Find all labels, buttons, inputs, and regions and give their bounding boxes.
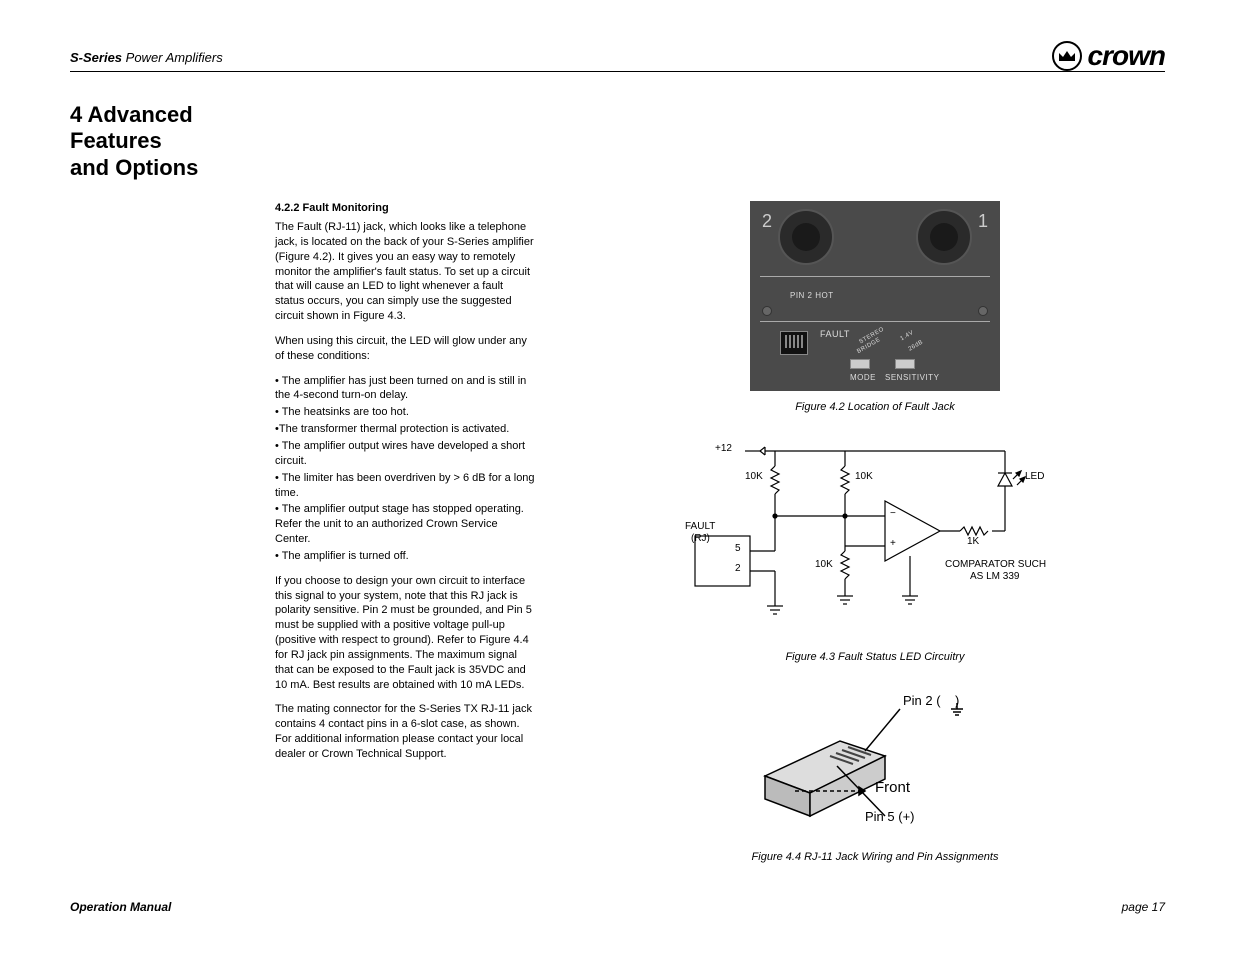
rj-jack-icon: [780, 331, 808, 355]
para-4: The mating connector for the S-Series TX…: [275, 702, 535, 761]
figure-4-2: 2 1 PIN 2 HOT FAULT STEREO BRIDGE 1.4V 2…: [750, 201, 1000, 413]
figure-4-2-caption: Figure 4.2 Location of Fault Jack: [795, 401, 955, 413]
panel-line: [760, 276, 990, 277]
brand-logo: crown: [1052, 40, 1165, 72]
figure-4-3: +12 10K 10K 10K 1K LED FAULT (RJ) 5 2 − …: [685, 431, 1065, 663]
figure-4-4: Pin 2 ( ) Front Pin 5 (+) Figure 4.4 RJ-…: [735, 681, 1015, 863]
circuit-v12-label: +12: [715, 443, 732, 454]
fault-label: FAULT: [820, 329, 850, 339]
circuit-r1k-label: 1K: [967, 536, 979, 547]
dip-switch-sens: [895, 359, 915, 369]
rj11-jack-graphic: Pin 2 ( ) Front Pin 5 (+): [735, 681, 1015, 841]
crown-icon: [1052, 41, 1082, 71]
db26-label: 26dB: [908, 340, 925, 353]
list-item: • The limiter has been overdriven by > 6…: [275, 471, 535, 501]
v14-label: 1.4V: [899, 330, 914, 342]
page-footer: Operation Manual page 17: [70, 900, 1165, 914]
chapter-title-line1: 4 Advanced Features: [70, 102, 270, 155]
para-1: The Fault (RJ-11) jack, which looks like…: [275, 220, 535, 324]
series-name-rest: Power Amplifiers: [122, 50, 223, 65]
knob-ch1: [916, 209, 972, 265]
bullet-list: • The amplifier has just been turned on …: [275, 374, 535, 564]
brand-text: crown: [1088, 40, 1165, 72]
circuit-pin2-label: 2: [735, 563, 741, 574]
sensitivity-label: SENSITIVITY: [885, 373, 939, 382]
circuit-r10k-label: 10K: [745, 471, 763, 482]
figure-4-3-caption: Figure 4.3 Fault Status LED Circuitry: [785, 651, 964, 663]
chapter-title-line2: and Options: [70, 155, 270, 181]
list-item: • The amplifier is turned off.: [275, 549, 535, 564]
channel-number-2: 2: [762, 211, 772, 232]
figures-column: 2 1 PIN 2 HOT FAULT STEREO BRIDGE 1.4V 2…: [585, 201, 1165, 863]
list-item: • The amplifier has just been turned on …: [275, 374, 535, 404]
text-column: 4.2.2 Fault Monitoring The Fault (RJ-11)…: [275, 201, 535, 772]
footer-left: Operation Manual: [70, 900, 171, 914]
footer-right: page 17: [1122, 900, 1165, 914]
list-item: • The amplifier output wires have develo…: [275, 439, 535, 469]
list-item: • The amplifier output stage has stopped…: [275, 502, 535, 547]
page-header: S-Series Power Amplifiers: [70, 50, 1165, 65]
circuit-diagram: +12 10K 10K 10K 1K LED FAULT (RJ) 5 2 − …: [685, 431, 1065, 641]
circuit-r10k-label: 10K: [815, 559, 833, 570]
circuit-r10k-label: 10K: [855, 471, 873, 482]
rj11-pin2-close: ): [955, 693, 959, 708]
circuit-minus-label: −: [890, 508, 896, 519]
panel-line: [760, 321, 990, 322]
list-item: •The transformer thermal protection is a…: [275, 422, 535, 437]
header-rule: [70, 71, 1165, 72]
circuit-fault-label: FAULT: [685, 521, 715, 532]
series-name-bold: S-Series: [70, 50, 122, 65]
mode-label: MODE: [850, 373, 876, 382]
circuit-comp-label2: AS LM 339: [970, 571, 1019, 582]
para-2: When using this circuit, the LED will gl…: [275, 334, 535, 364]
circuit-comp-label1: COMPARATOR SUCH: [945, 559, 1046, 570]
rear-panel-graphic: 2 1 PIN 2 HOT FAULT STEREO BRIDGE 1.4V 2…: [750, 201, 1000, 391]
knob-ch2: [778, 209, 834, 265]
figure-4-4-caption: Figure 4.4 RJ-11 Jack Wiring and Pin Ass…: [752, 851, 999, 863]
channel-number-1: 1: [978, 211, 988, 232]
rj11-pin5-label: Pin 5 (+): [865, 809, 915, 824]
content-row: 4.2.2 Fault Monitoring The Fault (RJ-11)…: [70, 201, 1165, 863]
screw-icon: [978, 306, 988, 316]
circuit-led-label: LED: [1025, 471, 1044, 482]
screw-icon: [762, 306, 772, 316]
dip-switch-mode: [850, 359, 870, 369]
chapter-title: 4 Advanced Features and Options: [70, 102, 270, 181]
section-heading: 4.2.2 Fault Monitoring: [275, 201, 535, 216]
list-item: • The heatsinks are too hot.: [275, 405, 535, 420]
circuit-rj-label: (RJ): [691, 533, 710, 544]
rj11-pin2-label: Pin 2 ( ): [903, 693, 959, 708]
circuit-pin5-label: 5: [735, 543, 741, 554]
rj11-pin2-text: Pin 2 (: [903, 693, 941, 708]
pin2hot-label: PIN 2 HOT: [790, 291, 834, 300]
para-3: If you choose to design your own circuit…: [275, 574, 535, 693]
circuit-svg: [685, 431, 1065, 641]
rj11-front-label: Front: [875, 779, 910, 796]
circuit-plus-label: +: [890, 538, 896, 549]
